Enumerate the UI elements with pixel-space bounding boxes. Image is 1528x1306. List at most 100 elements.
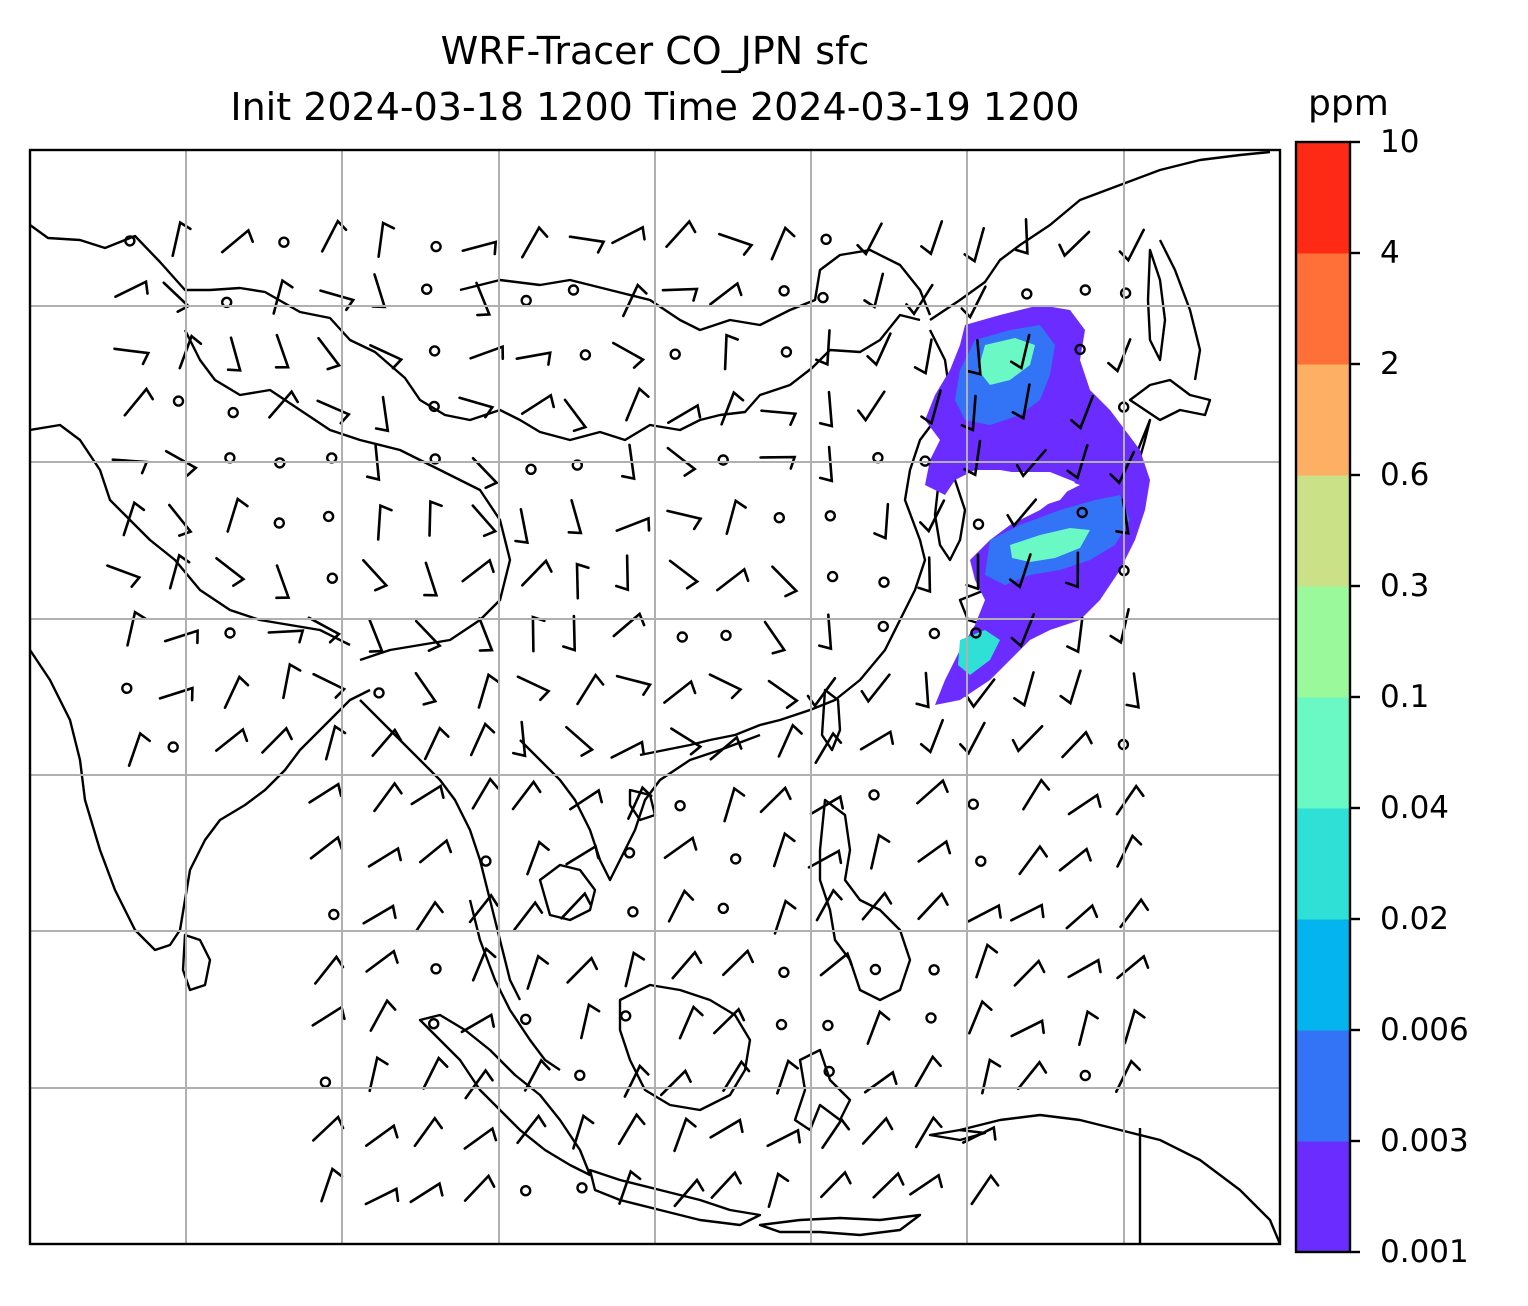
wind-barb xyxy=(1078,1009,1099,1046)
calm-circle xyxy=(773,512,785,524)
plume-high xyxy=(978,338,1035,385)
wind-barb xyxy=(960,285,987,320)
colorbar-segment xyxy=(1296,475,1350,587)
calm-circle xyxy=(520,294,532,307)
map-content xyxy=(30,150,1280,1244)
wind-barb xyxy=(106,564,142,588)
wind-barb xyxy=(709,1118,744,1139)
indian-subcontinent xyxy=(30,649,371,952)
calm-circle xyxy=(826,570,839,583)
wind-barb xyxy=(127,731,151,767)
wind-barb xyxy=(114,279,149,298)
wind-barb xyxy=(856,222,883,257)
calm-circle xyxy=(778,285,790,297)
wind-barb xyxy=(220,228,254,254)
wind-barb xyxy=(523,1058,551,1092)
calm-circle xyxy=(878,576,890,588)
wind-barb xyxy=(873,502,890,541)
philippines xyxy=(818,798,912,1002)
wind-barb xyxy=(860,673,891,704)
wind-barb xyxy=(916,778,949,805)
calm-circle xyxy=(717,902,729,914)
calm-circle xyxy=(121,682,133,694)
wind-barb xyxy=(215,557,246,587)
wind-barb xyxy=(1125,672,1141,709)
wind-barb xyxy=(624,950,646,988)
calm-circle xyxy=(928,964,940,976)
wind-barb xyxy=(962,1125,997,1144)
colorbar-segment xyxy=(1296,1141,1350,1253)
calm-circle xyxy=(167,741,179,753)
wind-barb xyxy=(164,449,199,478)
wind-barb xyxy=(1018,844,1048,876)
wind-barb xyxy=(723,333,739,371)
wind-barb xyxy=(521,558,553,587)
wind-barb xyxy=(122,500,146,537)
wind-barb xyxy=(1061,730,1093,759)
wind-barb xyxy=(1013,958,1046,987)
calm-circle xyxy=(928,627,941,640)
wind-barb xyxy=(1013,671,1035,708)
wind-barb xyxy=(362,904,397,925)
wind-barb xyxy=(814,731,843,765)
wind-barb xyxy=(863,272,885,309)
wind-barb xyxy=(872,1171,905,1199)
wind-barb xyxy=(818,390,834,428)
wind-barb xyxy=(666,446,697,477)
wind-barb xyxy=(471,776,500,810)
wind-barb xyxy=(615,554,630,592)
wind-barb xyxy=(376,503,393,541)
wind-barb xyxy=(909,1173,943,1196)
wind-barb xyxy=(226,336,242,372)
wind-barb xyxy=(1058,846,1092,872)
wind-barb xyxy=(126,610,147,647)
calm-circle xyxy=(124,235,136,247)
wind-barb xyxy=(1115,1058,1142,1093)
wind-barb xyxy=(959,721,986,756)
calm-circle xyxy=(674,800,686,812)
colorbar-segment xyxy=(1296,1030,1350,1142)
wind-barb xyxy=(663,835,698,859)
wind-barb xyxy=(760,409,798,426)
wind-barb xyxy=(423,725,450,761)
wind-barb xyxy=(171,220,192,258)
wind-barb xyxy=(963,439,982,477)
wind-barb xyxy=(362,559,389,592)
wind-barb xyxy=(371,273,387,309)
colorbar-segment xyxy=(1296,364,1350,476)
wind-barb xyxy=(526,954,550,990)
wind-barb xyxy=(162,281,191,313)
calm-circle xyxy=(421,283,433,295)
calm-circle xyxy=(775,1018,788,1031)
wind-barb xyxy=(960,394,977,432)
wind-barb xyxy=(914,1054,942,1088)
wind-barb xyxy=(759,455,797,470)
wind-barb xyxy=(415,900,444,933)
wind-barb xyxy=(713,1007,746,1035)
indochina xyxy=(359,699,761,1001)
wind-barb xyxy=(625,386,650,422)
wind-barb xyxy=(861,1116,894,1145)
colorbar-segment xyxy=(1296,808,1350,920)
wind-barb xyxy=(320,218,348,253)
wind-barb xyxy=(668,559,700,590)
calm-circle xyxy=(520,1013,532,1025)
calm-circle xyxy=(224,627,236,639)
wind-barb xyxy=(1010,1018,1045,1038)
wind-barb xyxy=(914,1115,943,1149)
wind-barb xyxy=(915,671,930,709)
wind-barb xyxy=(618,1169,642,1205)
calm-circle xyxy=(428,400,440,413)
wind-barb xyxy=(708,673,743,700)
calm-circle xyxy=(579,349,592,361)
korea xyxy=(933,468,967,562)
colorbar-segment xyxy=(1296,586,1350,698)
calm-circle xyxy=(1079,1069,1092,1082)
wind-barb xyxy=(1008,553,1032,589)
colorbar-tick-label: 2 xyxy=(1380,346,1400,382)
wind-barb xyxy=(611,225,646,245)
wind-barb xyxy=(312,1114,345,1142)
wind-barb xyxy=(866,332,892,367)
calm-circle xyxy=(669,348,681,360)
